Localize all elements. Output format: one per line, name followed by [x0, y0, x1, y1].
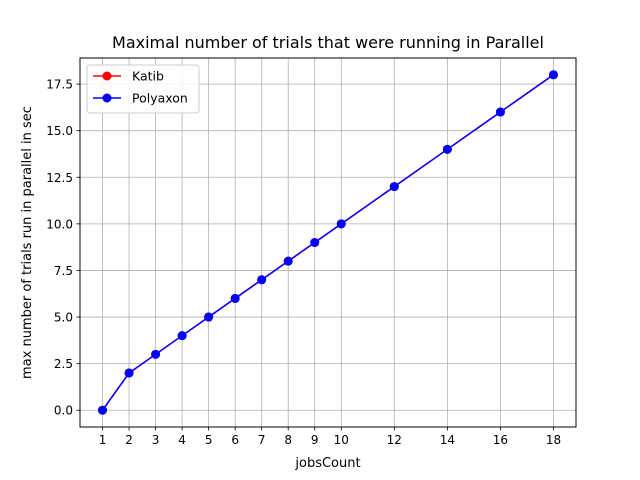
x-tick-label: 1 [99, 433, 107, 447]
series-katib-line [101, 74, 554, 411]
series-polyaxon-point [283, 256, 293, 266]
x-tick-label: 2 [125, 433, 133, 447]
x-axis-label: jobsCount [294, 456, 360, 471]
series-polyaxon-point [98, 405, 108, 415]
y-tick-label: 12.5 [46, 171, 73, 185]
x-tick-label: 16 [493, 433, 508, 447]
x-tick-label: 3 [152, 433, 160, 447]
series-polyaxon-point [336, 219, 346, 229]
y-tick-label: 2.5 [54, 357, 73, 371]
x-tick-label: 4 [178, 433, 186, 447]
series-polyaxon-point [442, 144, 452, 154]
legend-katib-label: Katib [132, 69, 164, 84]
series-polyaxon [98, 70, 558, 415]
series-polyaxon-point [495, 107, 505, 117]
series-layer [98, 70, 558, 415]
legend-polyaxon-label: Polyaxon [132, 91, 188, 106]
x-tick-label: 14 [440, 433, 455, 447]
series-polyaxon-point [177, 331, 187, 341]
series-polyaxon-point [230, 293, 240, 303]
y-tick-label: 15.0 [46, 124, 73, 138]
y-tick-label: 10.0 [46, 217, 73, 231]
series-polyaxon-point [548, 70, 558, 80]
x-tick-label: 6 [231, 433, 239, 447]
series-polyaxon-point [389, 182, 399, 192]
series-polyaxon-point [124, 368, 134, 378]
x-tick-label: 18 [546, 433, 561, 447]
grid [80, 58, 576, 427]
series-polyaxon-point [310, 238, 320, 247]
legend: Katib Polyaxon [86, 64, 200, 114]
chart-title: Maximal number of trials that were runni… [112, 33, 544, 52]
series-katib [98, 70, 558, 415]
series-polyaxon-point [257, 275, 267, 285]
x-tick-label: 8 [284, 433, 292, 447]
series-polyaxon-point [151, 349, 161, 359]
series-polyaxon-point [204, 312, 214, 322]
series-polyaxon-line [101, 74, 554, 411]
x-axis-ticks: 1 2 3 4 5 6 7 8 9 10 12 14 16 18 [99, 427, 561, 447]
legend-box [86, 64, 200, 114]
x-tick-label: 5 [205, 433, 213, 447]
y-axis-ticks: 0.0 2.5 5.0 7.5 10.0 12.5 15.0 17.5 [46, 78, 80, 418]
x-tick-label: 9 [311, 433, 319, 447]
y-axis-label: max number of trials run in parallel in … [20, 106, 35, 379]
x-tick-label: 10 [334, 433, 349, 447]
y-tick-label: 17.5 [46, 78, 73, 92]
x-tick-label: 12 [387, 433, 402, 447]
y-tick-label: 0.0 [54, 404, 73, 418]
plot-frame [79, 57, 577, 428]
y-tick-label: 5.0 [54, 311, 73, 325]
legend-polyaxon-marker [102, 93, 112, 103]
legend-katib-marker [102, 71, 112, 81]
y-tick-label: 7.5 [54, 264, 73, 278]
x-tick-label: 7 [258, 433, 266, 447]
